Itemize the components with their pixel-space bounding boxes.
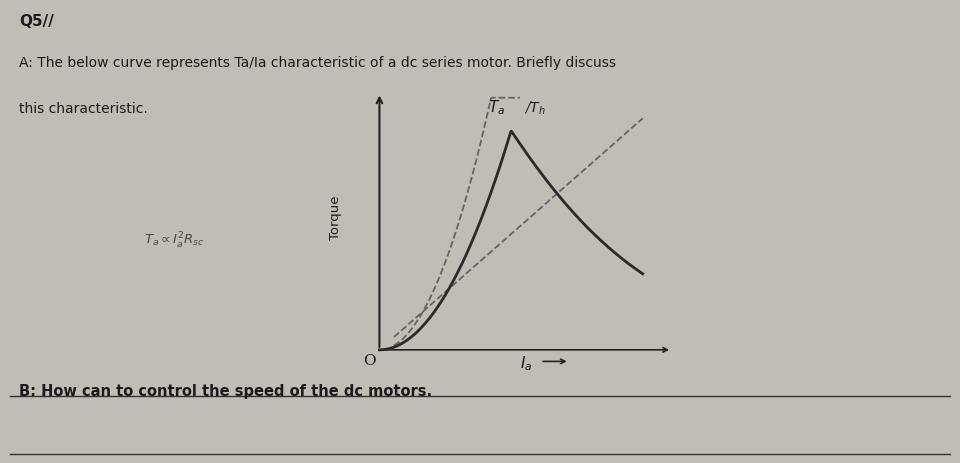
Text: O: O xyxy=(363,354,375,369)
Text: A: The below curve represents Ta/Ia characteristic of a dc series motor. Briefly: A: The below curve represents Ta/Ia char… xyxy=(19,56,616,69)
Text: $T_a$: $T_a$ xyxy=(488,99,505,118)
Text: $I_a$: $I_a$ xyxy=(520,355,532,373)
Text: B: How can to control the speed of the dc motors.: B: How can to control the speed of the d… xyxy=(19,384,432,399)
Text: Q5//: Q5// xyxy=(19,14,54,29)
Text: $\mathit{T_a \propto I_a^2 R_{sc}}$: $\mathit{T_a \propto I_a^2 R_{sc}}$ xyxy=(144,231,204,251)
Text: Torque: Torque xyxy=(329,195,343,240)
Text: /$T_h$: /$T_h$ xyxy=(523,100,545,117)
Text: this characteristic.: this characteristic. xyxy=(19,102,148,116)
